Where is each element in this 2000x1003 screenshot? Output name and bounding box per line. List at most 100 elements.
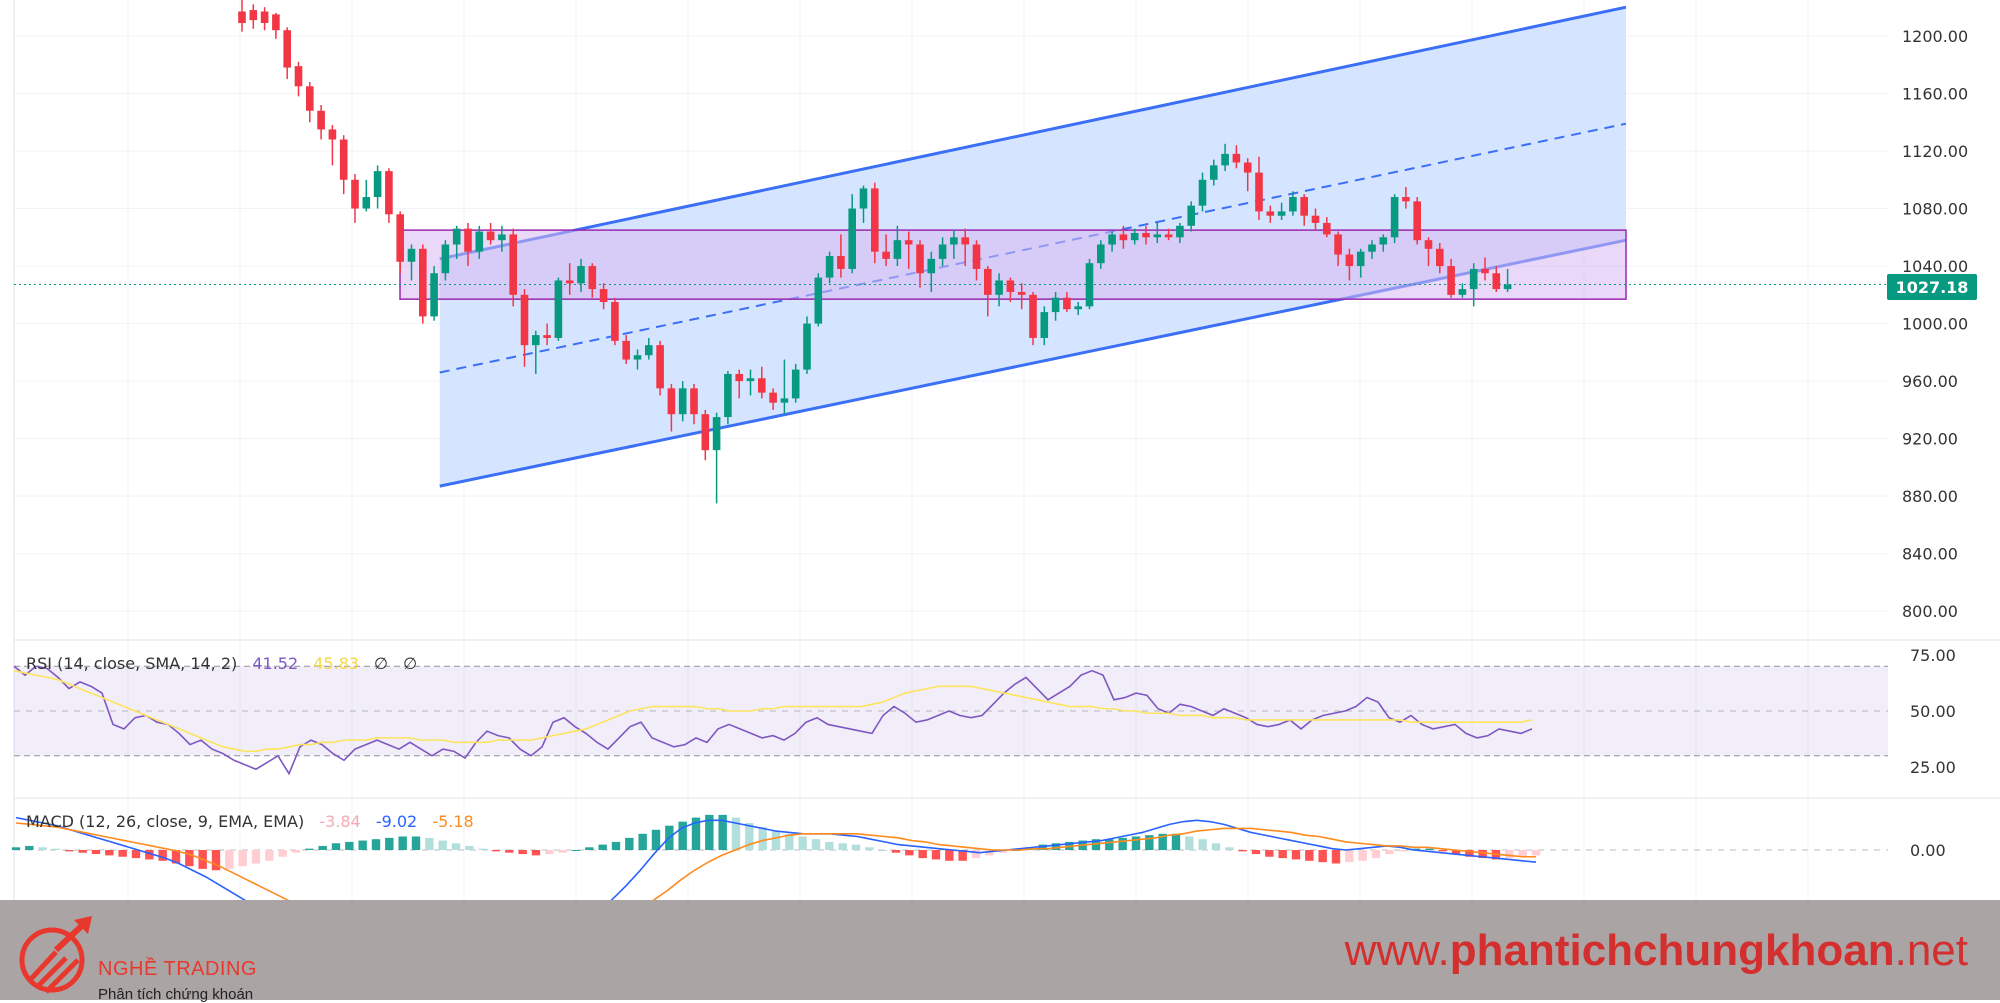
- candle: [532, 330, 540, 374]
- macd-histogram-bar: [1465, 850, 1474, 857]
- macd-histogram-bar: [1038, 844, 1047, 850]
- chart-area[interactable]: 1200.00 1160.00 1120.00 1080.00 1040.00 1000.…: [0, 0, 2000, 900]
- rsi-legend: RSI (14, close, SMA, 14, 2) 41.52 45.83 …: [26, 654, 427, 673]
- candle: [1345, 248, 1354, 281]
- candle-body: [1424, 240, 1433, 249]
- macd-histogram-bar: [1371, 850, 1381, 859]
- price-tick-label: 880.00: [1902, 487, 1958, 506]
- candle-body: [1040, 312, 1049, 338]
- candle-body: [1266, 211, 1275, 216]
- macd-histogram-bar: [1118, 837, 1127, 850]
- candle: [938, 237, 947, 267]
- macd-histogram-bar: [1145, 835, 1154, 850]
- candle: [486, 222, 495, 245]
- candle-body: [238, 11, 246, 24]
- candle-body: [950, 237, 958, 245]
- candle-body: [351, 179, 359, 209]
- candle-body: [1379, 237, 1388, 245]
- candle: [452, 225, 461, 259]
- candle-body: [1142, 232, 1150, 238]
- candle: [306, 81, 314, 123]
- url-suffix: .net: [1894, 926, 1968, 975]
- candle-body: [904, 240, 913, 245]
- candle-body: [1063, 297, 1071, 310]
- chart-canvas[interactable]: 1200.00 1160.00 1120.00 1080.00 1040.00 1000.…: [0, 0, 2000, 900]
- macd-histogram-bar: [771, 831, 781, 850]
- price-axis: 1200.00 1160.00 1120.00 1080.00 1040.00 1000.…: [1902, 27, 1968, 621]
- macd-histogram-bar: [758, 827, 767, 850]
- candle-body: [1334, 234, 1342, 255]
- candle-body: [1085, 263, 1094, 307]
- candle-body: [1221, 153, 1229, 166]
- macd-histogram-bar: [438, 840, 447, 850]
- macd-histogram-bar: [1411, 848, 1421, 850]
- macd-histogram-bar: [358, 840, 367, 850]
- candle: [758, 366, 766, 399]
- price-tick-label: 840.00: [1902, 545, 1958, 564]
- candle: [1176, 222, 1184, 244]
- candle: [1300, 194, 1308, 226]
- candle-body: [656, 345, 664, 389]
- candle: [1074, 302, 1082, 315]
- macd-histogram-bar: [305, 848, 314, 850]
- macd-histogram-bar: [1478, 850, 1487, 859]
- macd-histogram-bar: [785, 833, 794, 850]
- price-tick-label: 1080.00: [1902, 200, 1968, 219]
- candle: [904, 231, 913, 269]
- candle: [1323, 217, 1331, 238]
- macd-histogram-bar: [998, 850, 1007, 853]
- candle-body: [859, 188, 868, 209]
- candle-body: [995, 280, 1003, 295]
- candle: [1164, 228, 1173, 241]
- candle: [1447, 258, 1455, 298]
- candle-body: [927, 258, 936, 274]
- candle-body: [294, 66, 303, 87]
- channel-midline: [439, 122, 1627, 374]
- macd-histogram-bar: [38, 847, 47, 850]
- url-domain: phantichchungkhoan: [1449, 926, 1895, 975]
- rsi-legend-extra-2: ∅: [403, 654, 418, 673]
- candle: [543, 323, 551, 346]
- price-tick-label: 1040.00: [1902, 257, 1968, 276]
- candle-body: [1176, 225, 1184, 238]
- rsi-line: [13, 665, 1533, 776]
- candle-body: [1232, 153, 1241, 163]
- candle-body: [769, 392, 777, 403]
- macd-histogram-bar: [691, 817, 701, 850]
- candle: [317, 104, 325, 140]
- macd-histogram-bar: [731, 817, 741, 850]
- macd-histogram-bar: [838, 843, 847, 850]
- candle: [1289, 191, 1297, 216]
- candle-body: [306, 86, 314, 111]
- macd-histogram-bar: [798, 836, 807, 850]
- candle: [1198, 172, 1207, 212]
- candle-body: [362, 197, 371, 209]
- candle-body: [1277, 211, 1286, 216]
- candle-body: [588, 266, 597, 290]
- macd-signal-line: [15, 822, 1536, 900]
- macd-histogram-bar: [598, 844, 607, 850]
- candle: [1458, 283, 1467, 298]
- candle: [667, 384, 676, 432]
- candle-body: [475, 231, 484, 252]
- macd-histogram-bar: [1345, 850, 1354, 863]
- candle-body: [317, 110, 325, 130]
- website-url[interactable]: www.phantichchungkhoan.net: [1345, 926, 1968, 976]
- candle: [1503, 268, 1512, 292]
- candle: [848, 194, 856, 274]
- candle-body: [543, 335, 551, 338]
- macd-histogram-bar: [558, 850, 567, 853]
- candle-body: [1436, 248, 1444, 267]
- rsi-legend-value: 41.52: [252, 654, 299, 673]
- candle-body: [1300, 197, 1308, 216]
- candle-body: [735, 373, 743, 382]
- candle-body: [1503, 284, 1512, 290]
- candle-body: [1402, 197, 1410, 202]
- brand-tagline: Phân tích chứng khoán: [98, 986, 254, 1003]
- macd-histogram-bar: [1158, 833, 1167, 850]
- candle-body: [520, 294, 529, 346]
- candle: [803, 316, 811, 374]
- macd-histogram-bar: [118, 850, 127, 857]
- candle: [746, 369, 755, 396]
- candle-body: [678, 388, 687, 415]
